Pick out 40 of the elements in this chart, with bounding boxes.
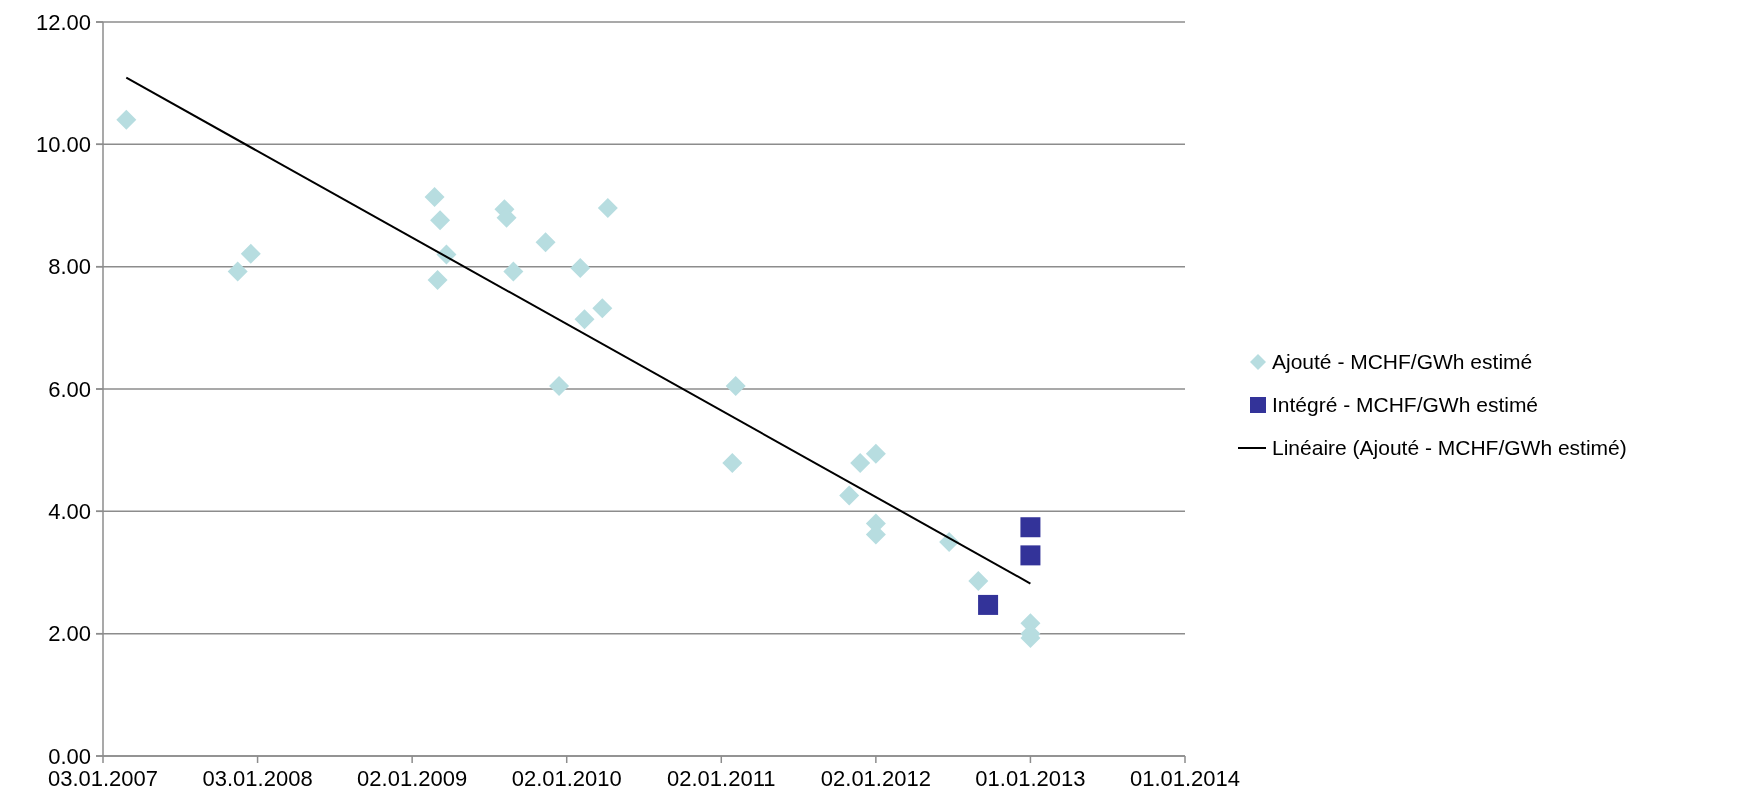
point (240, 243, 261, 264)
point (570, 257, 591, 278)
y-tick-label: 12.00 (35, 9, 91, 35)
point (978, 594, 999, 615)
x-tick-label: 03.01.2007 (47, 766, 159, 791)
point (116, 109, 137, 130)
point (503, 261, 524, 282)
legend-label: Intégré - MCHF/GWh estimé (1272, 393, 1539, 417)
point (574, 309, 595, 330)
y-tick-label: 2.00 (48, 621, 91, 647)
point (592, 298, 613, 319)
x-tick-label: 02.01.2011 (667, 766, 776, 791)
point (549, 375, 570, 396)
point (1020, 517, 1041, 538)
point (424, 186, 445, 207)
x-tick-label: 02.01.2012 (820, 766, 931, 791)
x-tick-label: 01.01.2013 (975, 766, 1086, 791)
y-tick-label: 8.00 (48, 254, 91, 280)
legend-label: Linéaire (Ajouté - MCHF/GWh estimé) (1272, 436, 1627, 460)
point (865, 443, 886, 464)
y-tick-label: 4.00 (48, 499, 91, 525)
x-tick-label: 01.01.2014 (1129, 766, 1241, 791)
point (839, 485, 860, 506)
point (1020, 545, 1041, 566)
point (427, 270, 448, 291)
point (430, 210, 451, 231)
x-tick-label: 02.01.2009 (357, 766, 468, 791)
y-tick-label: 10.00 (35, 132, 91, 158)
point (725, 375, 746, 396)
point (850, 453, 871, 474)
x-tick-label: 03.01.2008 (202, 766, 313, 791)
x-tick-label: 02.01.2010 (511, 766, 622, 791)
point (535, 232, 556, 253)
point (597, 197, 618, 218)
point (722, 453, 743, 474)
point (968, 571, 989, 592)
legend-label: Ajouté - MCHF/GWh estimé (1272, 350, 1533, 374)
point (227, 261, 248, 282)
y-tick-label: 6.00 (48, 376, 91, 402)
y-tick-label: 0.00 (48, 743, 91, 769)
